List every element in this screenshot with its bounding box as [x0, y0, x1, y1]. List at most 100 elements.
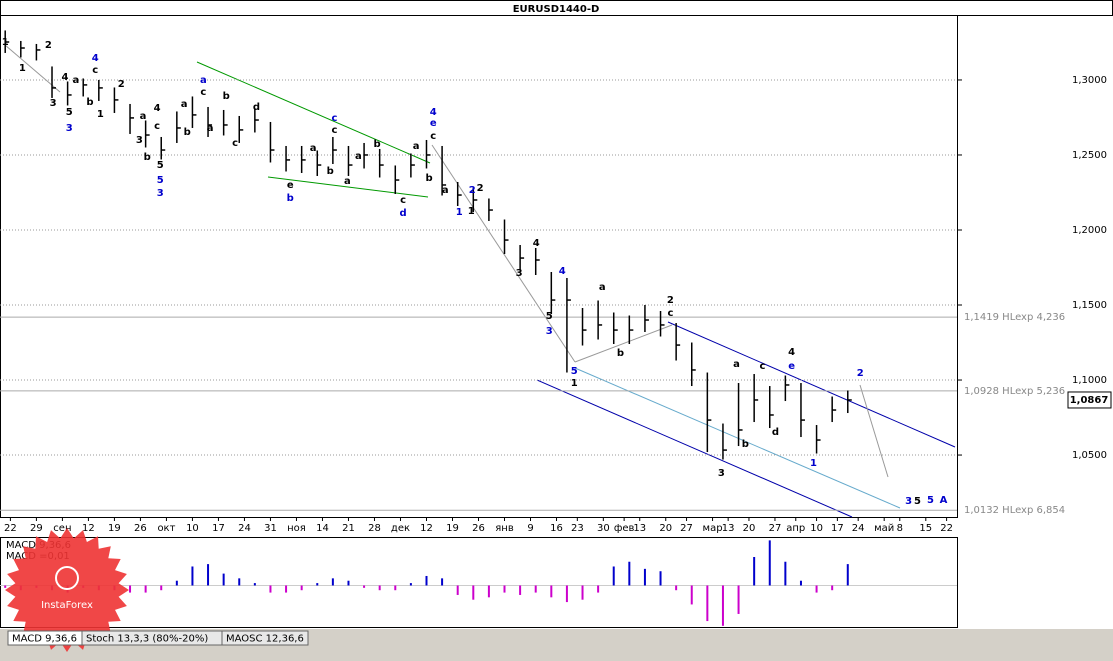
channel-line [667, 321, 956, 448]
wave-label: 2 [477, 183, 484, 194]
wave-label: 2 [45, 40, 52, 51]
wave-label: 3 [50, 98, 57, 109]
channel-line [574, 367, 901, 509]
wave-label: a [344, 176, 351, 187]
wave-label: 5 [157, 160, 164, 171]
wave-label: 5 [546, 311, 553, 322]
wave-label: a [733, 359, 740, 370]
wave-label: a [200, 75, 207, 86]
x-tick-label: 19 [108, 523, 121, 534]
x-tick-label: 28 [368, 523, 381, 534]
x-tick-label: 12 [82, 523, 95, 534]
wave-label: a [140, 111, 147, 122]
wave-label: a [413, 141, 420, 152]
wave-label: a [442, 185, 449, 196]
wave-label: 2 [857, 368, 864, 379]
wave-label: 5 [66, 107, 73, 118]
wave-label: 3 [66, 123, 73, 134]
x-tick-label: 27 [769, 523, 782, 534]
wave-label: b [617, 348, 624, 359]
x-tick-label: 22 [4, 523, 17, 534]
wave-label: c [154, 121, 160, 132]
wave-label: e [430, 118, 437, 129]
x-tick-label: май [874, 523, 894, 534]
wave-label: 3 [136, 135, 143, 146]
wave-label: c [667, 308, 673, 319]
price-pane [0, 15, 958, 518]
last-price-label: 1,0867 [1070, 395, 1109, 406]
tab[interactable] [221, 630, 309, 646]
x-tick-label: 27 [680, 523, 693, 534]
wave-line [859, 384, 889, 478]
wave-label: 1 [571, 378, 578, 389]
last-price-box [1067, 391, 1112, 409]
x-tick-label: 29 [30, 523, 43, 534]
y-tick-label: 1,0500 [1072, 450, 1107, 461]
wave-label: 1 [810, 458, 817, 469]
tab-label: MACD 9,36,6 [12, 634, 77, 645]
wave-label: c [92, 65, 98, 76]
x-tick-label: 9 [527, 523, 533, 534]
wave-label: d [253, 102, 260, 113]
x-tick-label: 24 [852, 523, 865, 534]
x-tick-label: апр [786, 523, 805, 534]
wave-label: c [760, 361, 766, 372]
y-tick-label: 1,3000 [1072, 75, 1107, 86]
wave-label: e [788, 361, 795, 372]
wave-label: e [287, 180, 294, 191]
x-tick-label: 26 [472, 523, 485, 534]
wave-label: 1 [468, 206, 475, 217]
wave-label: 1 [19, 63, 26, 74]
wave-label: c [331, 113, 337, 124]
chart-title: EURUSD1440-D [513, 4, 600, 15]
x-tick-label: 14 [316, 523, 329, 534]
wave-label: c [400, 195, 406, 206]
x-tick-label: мар [703, 523, 723, 534]
x-tick-label: дек [391, 523, 410, 534]
wave-label: 4 [533, 238, 540, 249]
x-tick-label: 24 [238, 523, 251, 534]
x-tick-label: 16 [550, 523, 563, 534]
wave-label: a [207, 123, 214, 134]
x-tick-label: 26 [134, 523, 147, 534]
wave-label: b [223, 91, 230, 102]
wave-label: 4 [559, 266, 566, 277]
wave-line [4, 44, 61, 93]
level-label: 1,1419 HLexp 4,236 [964, 312, 1065, 323]
wave-label: 4 [92, 53, 99, 64]
level-label: 1,0928 HLexp 5,236 [964, 386, 1065, 397]
x-tick-label: 20 [743, 523, 756, 534]
wave-label: 3 [905, 496, 912, 507]
x-tick-label: 17 [831, 523, 844, 534]
channel-line [196, 61, 431, 164]
tab-label: Stoch 13,3,3 (80%-20%) [86, 634, 208, 645]
x-tick-label: 15 [919, 523, 932, 534]
trend-lines [4, 44, 956, 518]
wave-label: 5 [927, 495, 934, 506]
wave-label: a [599, 282, 606, 293]
x-tick-label: 17 [212, 523, 225, 534]
wave-label: 4 [430, 107, 437, 118]
logo-text: InstaForex [41, 600, 93, 611]
x-tick-label: 13 [633, 523, 646, 534]
wave-label: a [310, 143, 317, 154]
wave-label: 1 [2, 37, 9, 48]
x-tick-label: янв [495, 523, 514, 534]
wave-label: 5 [914, 496, 921, 507]
wave-label: b [327, 166, 334, 177]
x-tick-label: 10 [186, 523, 199, 534]
wave-label: 2 [118, 79, 125, 90]
wave-label: a [181, 99, 188, 110]
wave-label: c [232, 138, 238, 149]
wave-label: 3 [546, 326, 553, 337]
x-tick-label: 12 [420, 523, 433, 534]
x-tick-label: 23 [571, 523, 584, 534]
x-tick-label: 13 [722, 523, 735, 534]
wave-label: c [200, 87, 206, 98]
wave-label: 3 [157, 188, 164, 199]
wave-line [431, 144, 576, 363]
wave-label: 1 [97, 109, 104, 120]
y-tick-label: 1,1500 [1072, 300, 1107, 311]
